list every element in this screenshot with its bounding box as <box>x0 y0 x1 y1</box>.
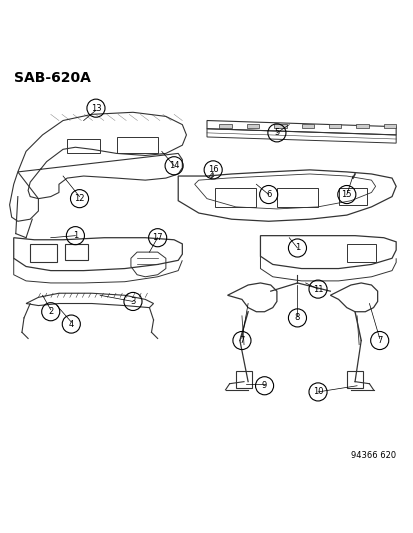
Text: 9: 9 <box>261 381 266 390</box>
Text: 6: 6 <box>266 190 271 199</box>
FancyBboxPatch shape <box>301 124 313 128</box>
Text: 1: 1 <box>294 244 299 253</box>
Text: 2: 2 <box>48 307 53 316</box>
Text: 5: 5 <box>274 128 279 138</box>
Text: 8: 8 <box>294 313 299 322</box>
Text: 12: 12 <box>74 194 85 203</box>
FancyBboxPatch shape <box>356 124 368 128</box>
Text: 94366 620: 94366 620 <box>350 451 395 460</box>
Text: 16: 16 <box>207 165 218 174</box>
FancyBboxPatch shape <box>219 124 231 128</box>
FancyBboxPatch shape <box>246 124 259 128</box>
Text: 14: 14 <box>169 161 179 170</box>
Text: SAB-620A: SAB-620A <box>14 71 90 85</box>
Text: 15: 15 <box>341 190 351 199</box>
Text: 13: 13 <box>90 104 101 112</box>
Text: 7: 7 <box>376 336 382 345</box>
Text: 7: 7 <box>239 336 244 345</box>
Text: 1: 1 <box>73 231 78 240</box>
Text: 11: 11 <box>312 285 323 294</box>
FancyBboxPatch shape <box>383 124 395 128</box>
Text: 17: 17 <box>152 233 163 242</box>
Text: 10: 10 <box>312 387 323 397</box>
FancyBboxPatch shape <box>273 124 286 128</box>
Text: 3: 3 <box>130 297 135 306</box>
Text: 4: 4 <box>69 320 74 328</box>
FancyBboxPatch shape <box>328 124 340 128</box>
